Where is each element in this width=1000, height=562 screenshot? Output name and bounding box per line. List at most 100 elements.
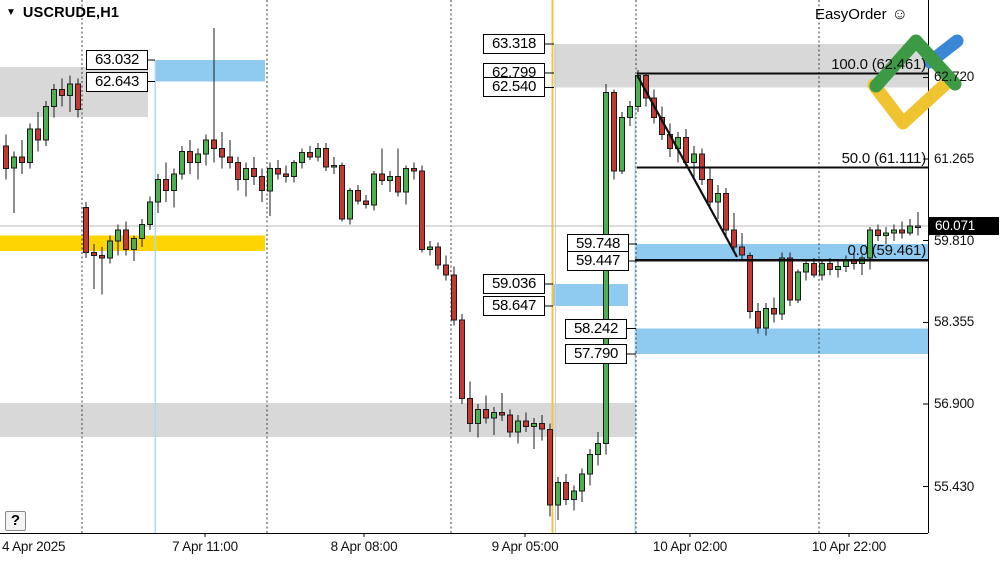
bull-candle	[347, 190, 353, 220]
bear-candle	[3, 145, 9, 169]
bear-candle	[467, 397, 473, 425]
bull-candle	[891, 229, 897, 234]
bull-candle	[43, 106, 49, 141]
smiley-icon: ☺	[891, 5, 908, 23]
bull-candle	[491, 411, 497, 419]
bear-candle	[899, 229, 905, 234]
bull-candle	[51, 89, 57, 107]
bull-candle	[195, 153, 201, 164]
bear-candle	[339, 165, 345, 220]
bull-candle	[179, 150, 185, 175]
bull-candle	[867, 229, 873, 259]
bear-candle	[91, 252, 97, 256]
bear-candle	[523, 420, 529, 427]
bull-candle	[27, 128, 33, 164]
bear-candle	[435, 246, 441, 266]
bull-candle	[883, 232, 889, 237]
price-level-label: 63.318	[483, 34, 545, 54]
bear-candle	[539, 423, 545, 430]
bear-candle	[363, 200, 369, 206]
x-axis-label: 8 Apr 08:00	[330, 539, 398, 554]
bear-candle	[443, 264, 449, 276]
bear-candle	[259, 176, 265, 192]
bull-candle	[691, 153, 697, 164]
bull-candle	[779, 257, 785, 315]
bear-candle	[755, 310, 761, 329]
help-button[interactable]: ?	[5, 511, 26, 531]
bull-candle	[107, 240, 113, 259]
bull-candle	[803, 263, 809, 273]
gray-zone-top-right	[554, 43, 928, 88]
bull-candle	[907, 225, 913, 234]
bull-candle	[595, 442, 601, 455]
bear-candle	[283, 173, 289, 178]
bull-candle	[579, 473, 585, 492]
bear-candle	[771, 308, 777, 315]
blue-zone-63032	[155, 59, 265, 82]
bull-candle	[67, 83, 73, 96]
current-price-tag: 60.071	[929, 217, 999, 235]
bear-candle	[187, 150, 193, 164]
price-level-label: 58.647	[483, 296, 545, 316]
bull-candle	[267, 167, 273, 192]
bear-candle	[707, 179, 713, 203]
easyorder-overlay: EasyOrder ☺	[760, 6, 908, 23]
trend-line	[636, 74, 738, 258]
bear-candle	[227, 156, 233, 164]
bull-candle	[427, 246, 433, 251]
bull-candle	[403, 167, 409, 193]
bull-candle	[627, 106, 633, 119]
bear-candle	[451, 274, 457, 321]
price-level-label: 63.032	[86, 50, 148, 70]
price-level-label: 58.242	[565, 319, 627, 339]
current-price-value: 60.071	[935, 218, 976, 233]
blue-zone-59036	[553, 284, 628, 306]
bear-candle	[739, 246, 745, 256]
bull-candle	[515, 420, 521, 433]
bear-candle	[507, 414, 513, 433]
bull-candle	[619, 117, 625, 172]
y-axis-label: 61.265	[934, 151, 975, 166]
y-axis-label: 56.900	[934, 396, 975, 411]
bear-candle	[323, 148, 329, 168]
bear-candle	[611, 92, 617, 172]
symbol-dropdown-icon[interactable]: ▼	[6, 7, 16, 18]
bull-candle	[291, 162, 297, 178]
bull-candle	[147, 201, 153, 225]
bull-candle	[315, 148, 321, 158]
x-axis-label: 7 Apr 11:00	[172, 539, 238, 554]
fib-level-label: 100.0 (62.461)	[831, 56, 926, 73]
bear-candle	[411, 167, 417, 172]
bear-candle	[875, 229, 881, 237]
brand-label: EasyOrder	[814, 6, 887, 23]
bear-candle	[35, 128, 41, 141]
symbol-selector[interactable]: ▼ USCRUDE,H1	[6, 5, 119, 21]
price-level-label: 57.790	[565, 344, 627, 364]
bear-candle	[83, 207, 89, 254]
bear-candle	[747, 254, 753, 312]
bear-candle	[235, 162, 241, 180]
logo-green-check	[869, 34, 962, 93]
bull-candle	[171, 173, 177, 192]
bear-candle	[459, 319, 465, 399]
logo-yellow-check	[867, 72, 958, 130]
price-level-label: 62.643	[86, 72, 148, 92]
bear-candle	[379, 173, 385, 182]
bear-candle	[563, 482, 569, 500]
bull-candle	[795, 271, 801, 301]
y-axis-label: 55.430	[934, 479, 975, 494]
bull-candle	[243, 167, 249, 181]
bear-candle	[163, 179, 169, 192]
y-axis-label: 58.355	[934, 314, 975, 329]
candles-group	[3, 27, 921, 521]
bull-candle	[299, 152, 305, 164]
bull-candle	[371, 173, 377, 206]
bear-candle	[59, 89, 65, 96]
bull-candle	[131, 237, 137, 251]
price-level-label: 59.748	[567, 234, 629, 254]
bear-candle	[307, 152, 313, 158]
bear-candle	[355, 190, 361, 202]
bull-candle	[571, 490, 577, 500]
